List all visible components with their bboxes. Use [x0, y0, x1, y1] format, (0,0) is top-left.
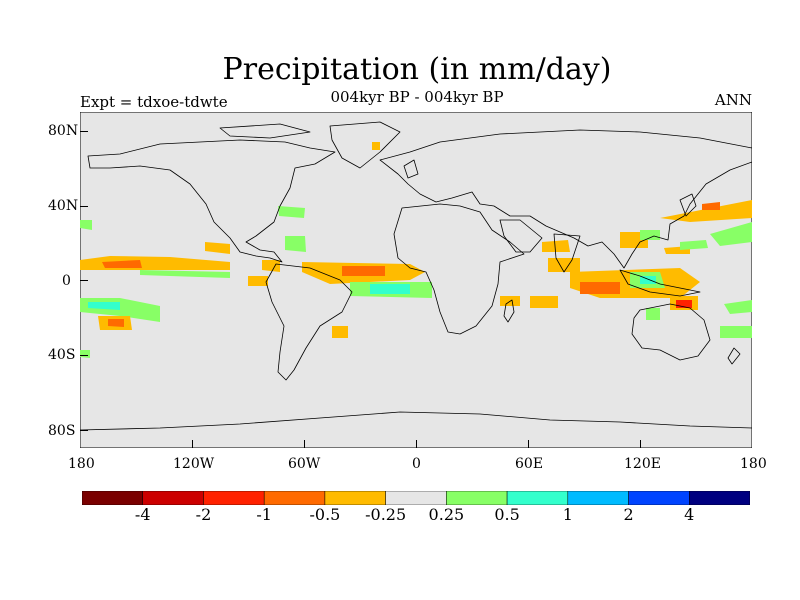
colorbar-label: -0.5 — [309, 505, 341, 524]
anomaly-dry-patch — [530, 296, 558, 308]
coastline-antarctica — [80, 411, 752, 431]
coastline-arctic-islands — [219, 123, 311, 139]
anomaly-wet-patch — [720, 326, 752, 338]
colorbar-swatch — [446, 491, 508, 505]
map-panel — [80, 112, 752, 448]
anomaly-wet-patch — [646, 308, 660, 320]
coastline-north-america — [87, 139, 336, 263]
coastlines — [80, 121, 752, 431]
season-label: ANN — [714, 91, 752, 109]
anomaly-dry-patch — [248, 276, 268, 286]
colorbar-label: -4 — [134, 505, 151, 524]
colorbar-swatch — [567, 491, 629, 505]
anomaly-dry-patch — [702, 202, 720, 210]
anomaly-wet-patch — [710, 222, 752, 246]
lat-tick-mark — [80, 280, 88, 281]
anomaly-wet-patch — [140, 270, 230, 278]
lon-label: 180 — [68, 456, 95, 472]
colorbar-swatch — [203, 491, 265, 505]
anomaly-dry-patch — [580, 282, 620, 294]
precipitation-map — [80, 112, 752, 448]
colorbar-label: -0.25 — [365, 505, 407, 524]
colorbar-swatch — [689, 491, 750, 505]
lat-label: 40N — [48, 198, 79, 214]
lon-label: 60E — [515, 456, 544, 472]
map-subtitle: 004kyr BP - 004kyr BP — [330, 88, 504, 106]
lat-label: 80S — [48, 423, 76, 439]
lat-tick-mark — [80, 355, 88, 356]
colorbar-swatch — [324, 491, 386, 505]
lon-label: 120E — [624, 456, 661, 472]
anomaly-wet-patch — [640, 230, 660, 240]
lon-tick-mark — [528, 440, 529, 448]
anomaly-wet-patch — [80, 220, 92, 230]
lat-tick-mark — [80, 206, 88, 207]
anomaly-dry-patch — [542, 240, 570, 252]
anomaly-dry-patch — [262, 260, 280, 272]
experiment-label: Expt = tdxoe-tdwte — [80, 93, 228, 111]
colorbar-swatch — [628, 491, 690, 505]
lon-tick-mark — [304, 440, 305, 448]
coastline-japan — [679, 193, 697, 217]
lat-label: 40S — [48, 347, 76, 363]
anomaly-wet-patch — [285, 236, 306, 252]
lon-label: 0 — [412, 456, 421, 472]
colorbar — [82, 491, 750, 505]
colorbar-swatch — [385, 491, 447, 505]
colorbar-label: 1 — [562, 505, 573, 524]
colorbar-label: -2 — [195, 505, 212, 524]
lon-tick-mark — [640, 440, 641, 448]
anomaly-dry-patch — [548, 258, 580, 272]
coastline-indonesia — [619, 269, 701, 297]
coastline-africa — [393, 203, 525, 335]
colorbar-label: -1 — [256, 505, 272, 524]
anomaly-dry-patch — [205, 242, 230, 254]
coastline-arabia — [499, 219, 543, 253]
coastline-australia — [631, 303, 711, 361]
lon-label: 60W — [288, 456, 321, 472]
lat-tick-mark — [80, 131, 88, 132]
anomaly-wet-patch — [724, 300, 752, 314]
coastline-greenland — [329, 121, 401, 169]
anomaly-wet-patch — [80, 350, 90, 358]
lon-tick-mark — [416, 440, 417, 448]
anomaly-dry-patch — [102, 260, 142, 268]
colorbar-label: 0.5 — [494, 505, 520, 524]
anomaly-wet-patch — [370, 284, 410, 294]
coastline-uk — [403, 159, 419, 179]
colorbar-swatch — [142, 491, 204, 505]
anomaly-wet-patch — [88, 302, 120, 310]
coastline-madagascar — [503, 299, 515, 323]
anomaly-wet-patch — [278, 206, 305, 218]
anomaly-dry-patch — [332, 326, 348, 338]
lat-label: 0 — [62, 273, 71, 289]
colorbar-label: 4 — [684, 505, 695, 524]
lon-tick-mark — [192, 440, 193, 448]
anomaly-patches — [80, 142, 752, 358]
lon-label: 120W — [173, 456, 215, 472]
coastline-india — [553, 233, 581, 273]
lon-label: 180 — [740, 456, 767, 472]
lat-tick-mark — [80, 430, 88, 431]
colorbar-swatch — [82, 491, 143, 505]
lat-label: 80N — [48, 123, 79, 139]
coastline-new-zealand — [727, 347, 741, 365]
coastline-south-america — [265, 263, 353, 381]
anomaly-dry-patch — [108, 319, 124, 327]
map-title: Precipitation (in mm/day) — [222, 52, 612, 87]
colorbar-label: 2 — [623, 505, 634, 524]
anomaly-wet-patch — [680, 240, 708, 250]
anomaly-dry-patch — [342, 266, 385, 276]
anomaly-dry-patch — [372, 142, 380, 150]
colorbar-swatch — [506, 491, 569, 505]
coastline-europe-asia — [379, 129, 752, 269]
colorbar-swatch — [263, 491, 326, 505]
colorbar-label: 0.25 — [428, 505, 465, 524]
